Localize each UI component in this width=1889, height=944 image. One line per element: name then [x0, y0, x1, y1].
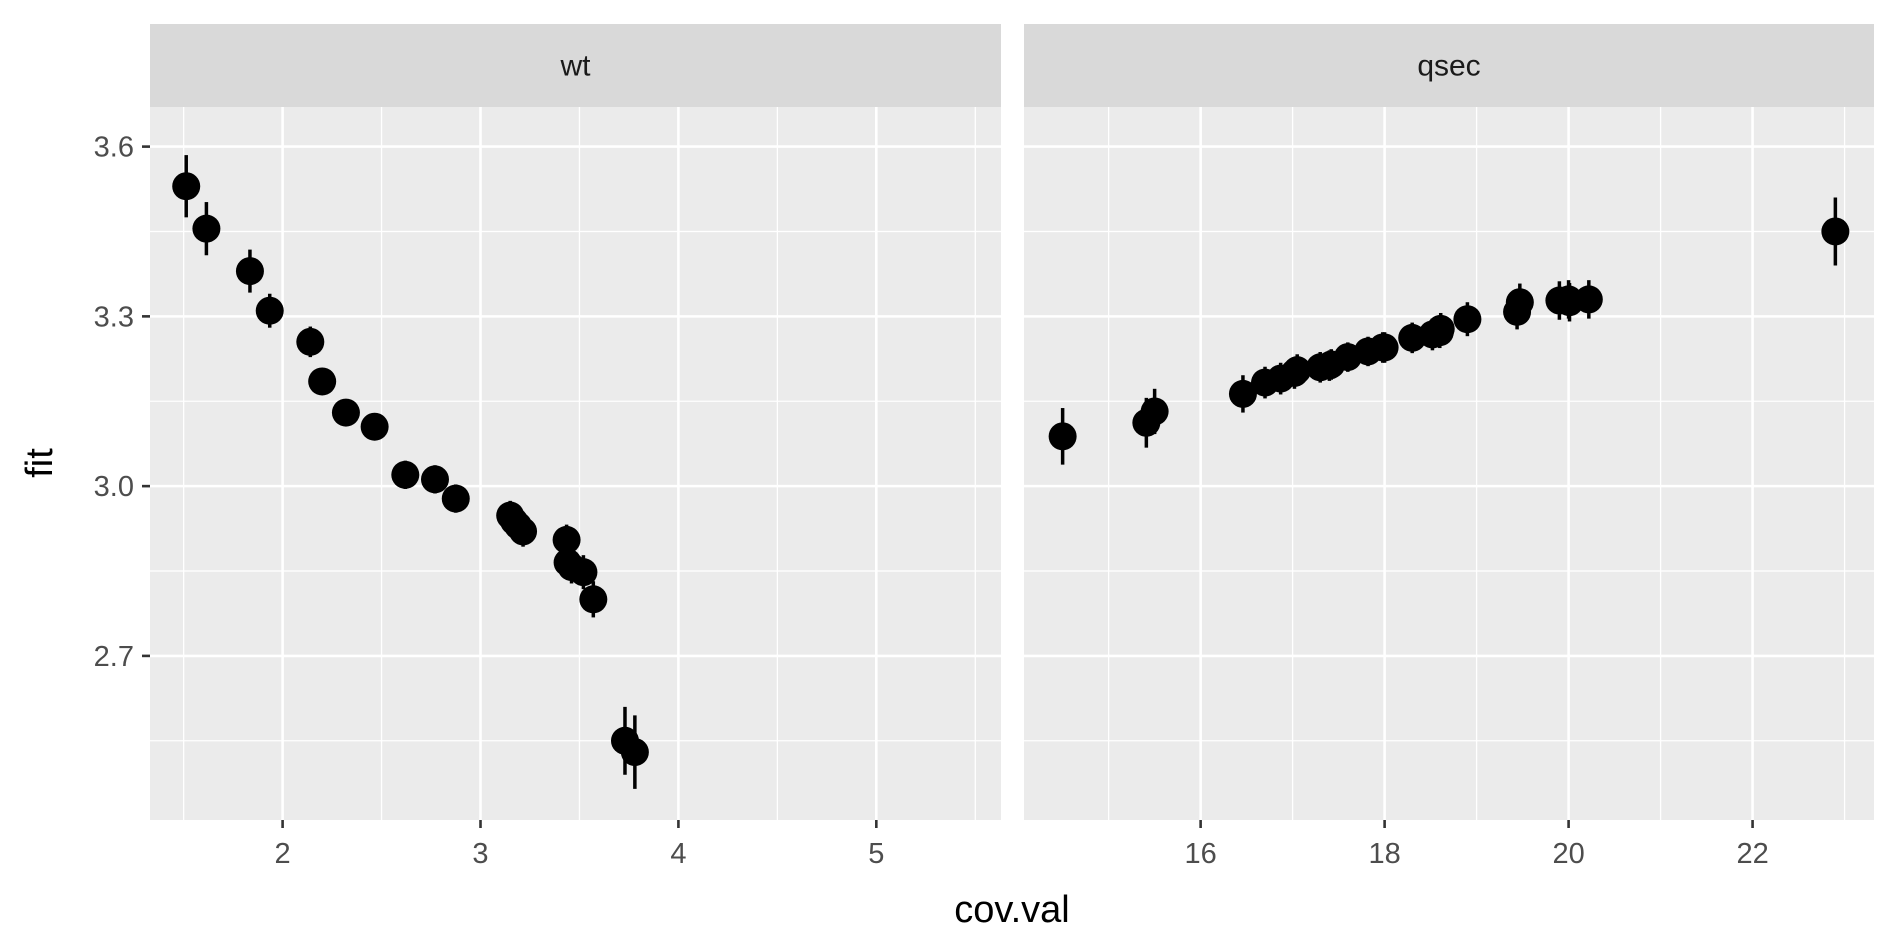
y-axis: 2.7 3.0 3.3 3.6 [94, 132, 150, 673]
y-tick-label: 2.7 [94, 641, 134, 673]
data-point [235, 257, 264, 286]
data-point [172, 172, 201, 201]
y-tick-label: 3.3 [94, 301, 134, 333]
data-point [1283, 356, 1312, 385]
x-tick-label: 3 [472, 838, 488, 870]
y-axis-title: fit [19, 448, 61, 478]
panel-background [1024, 107, 1874, 820]
data-point [1048, 422, 1077, 451]
data-point [391, 460, 420, 489]
data-point [552, 525, 581, 554]
data-point [441, 484, 470, 513]
y-tick-label: 3.0 [94, 471, 134, 503]
data-point [308, 367, 337, 396]
x-tick-label: 4 [670, 838, 686, 870]
facet-panel-wt: wt 2 3 4 5 [150, 24, 1001, 870]
data-point [296, 327, 325, 356]
data-point [1505, 288, 1534, 317]
facet-strip [1024, 24, 1874, 107]
data-point [255, 296, 284, 325]
x-tick-label: 22 [1736, 838, 1768, 870]
data-point [1426, 314, 1455, 343]
data-point [569, 558, 598, 587]
facet-strip-label: qsec [1417, 50, 1480, 83]
x-tick-label: 2 [275, 838, 291, 870]
data-point [509, 517, 538, 546]
data-point [1574, 285, 1603, 314]
data-point [620, 738, 649, 767]
data-point [420, 465, 449, 494]
facet-strip-label: wt [560, 50, 592, 83]
y-tick-label: 3.6 [94, 132, 134, 164]
data-point [579, 585, 608, 614]
panel-background [150, 107, 1001, 820]
facet-strip [150, 24, 1001, 107]
x-tick-label: 5 [868, 838, 884, 870]
data-point [1821, 217, 1850, 246]
x-axis-title: cov.val [954, 889, 1069, 931]
x-tick-label: 20 [1552, 838, 1584, 870]
data-point [192, 214, 221, 243]
data-point [1228, 379, 1257, 408]
facet-panel-qsec: qsec 16 18 20 22 [1024, 24, 1874, 870]
data-point [1370, 333, 1399, 362]
data-point [331, 398, 360, 427]
x-tick-label: 16 [1184, 838, 1216, 870]
data-point [360, 412, 389, 441]
data-point [1140, 397, 1169, 426]
data-point [1453, 305, 1482, 334]
x-tick-label: 18 [1368, 838, 1400, 870]
